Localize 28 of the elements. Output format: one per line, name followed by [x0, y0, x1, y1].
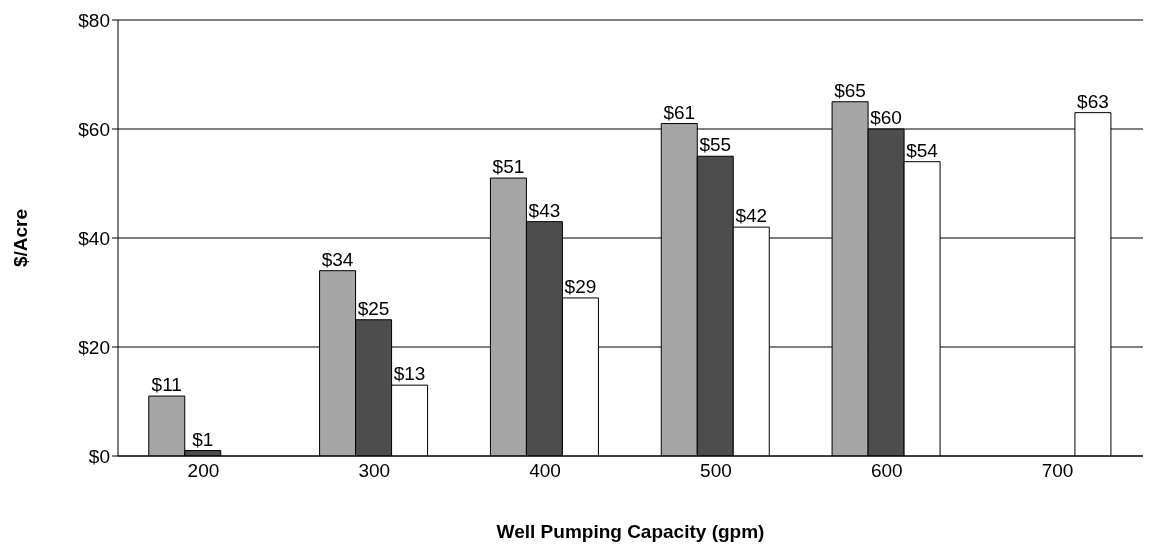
data-label: $63 — [1077, 90, 1109, 112]
data-label: $13 — [393, 363, 426, 385]
x-tick-label: 600 — [870, 460, 903, 482]
y-tick-label: $0 — [88, 445, 110, 467]
x-tick-label: 300 — [358, 460, 391, 482]
y-tick-label: $60 — [78, 118, 110, 140]
y-tick-label: $40 — [78, 227, 110, 249]
data-label: $25 — [357, 297, 390, 319]
x-axis-title: Well Pumping Capacity (gpm) — [496, 521, 765, 542]
y-tick-label: $20 — [78, 336, 110, 358]
y-axis-title: $/Acre — [9, 208, 31, 268]
data-label: $54 — [906, 139, 939, 161]
x-tick-label: 700 — [1041, 460, 1074, 482]
data-label: $34 — [321, 248, 354, 270]
data-label: $60 — [870, 107, 902, 128]
x-tick-label: 500 — [700, 460, 732, 482]
data-label: $11 — [151, 374, 182, 396]
data-label: $43 — [528, 199, 561, 221]
data-label: $1 — [192, 428, 214, 450]
data-label: $51 — [492, 156, 525, 178]
data-label: $61 — [663, 101, 696, 123]
data-label: $42 — [735, 205, 768, 227]
data-label: $29 — [564, 275, 597, 297]
data-label: $55 — [699, 134, 732, 156]
x-tick-label: 200 — [187, 460, 220, 482]
x-tick-label: 400 — [529, 460, 561, 482]
y-tick-label: $80 — [78, 9, 110, 31]
data-label: $65 — [834, 79, 866, 101]
